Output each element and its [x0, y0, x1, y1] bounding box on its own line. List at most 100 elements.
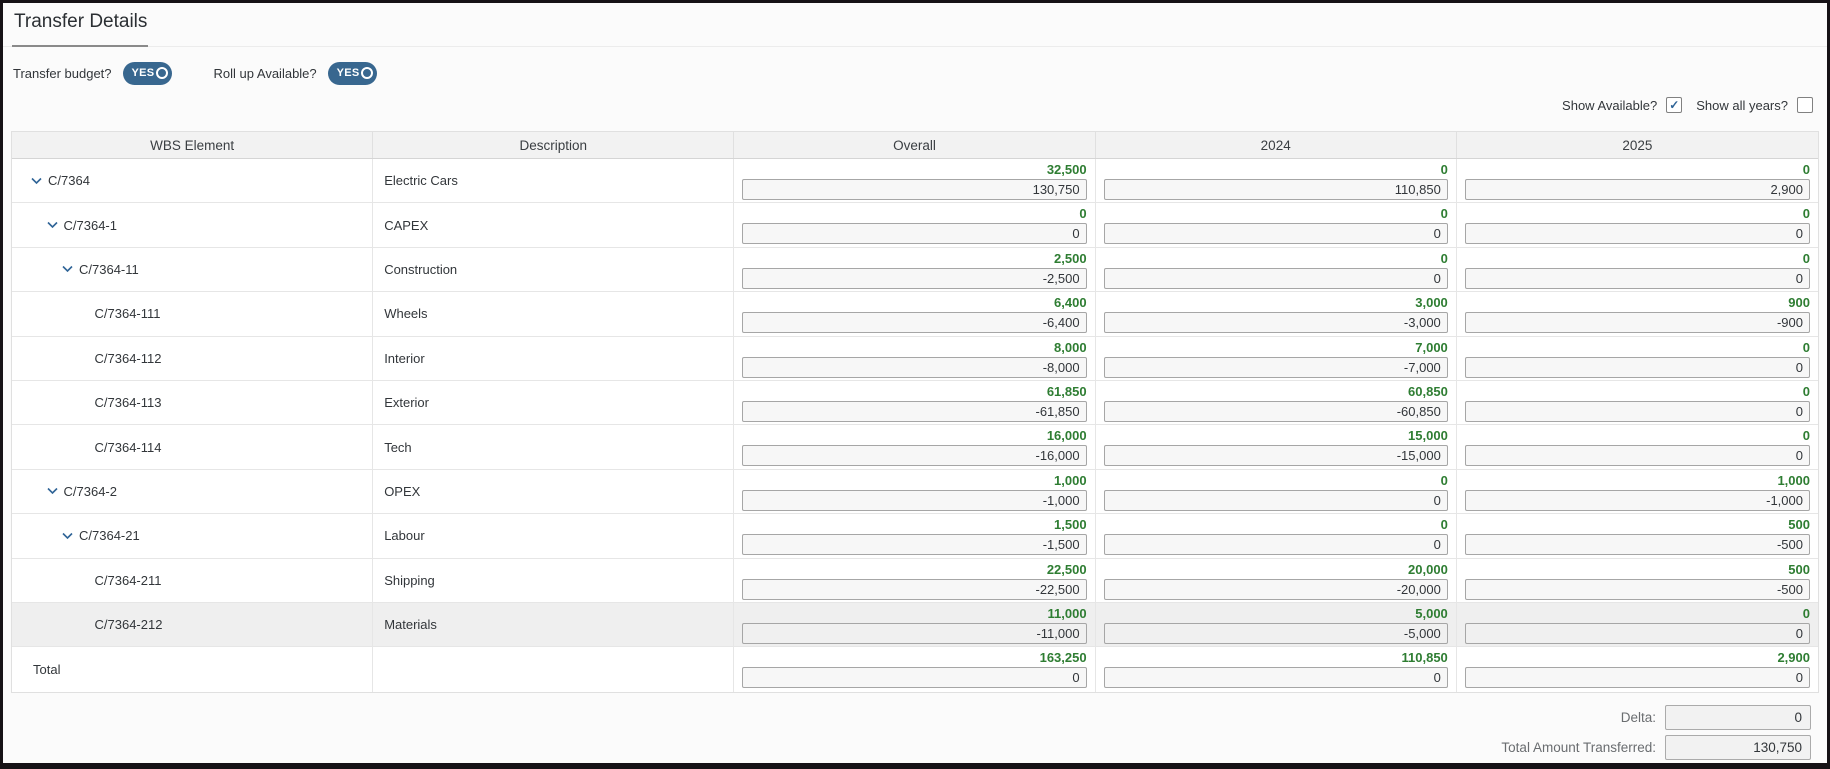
2024-cell: 0 — [1096, 514, 1457, 558]
wbs-element-label: C/7364-211 — [94, 572, 162, 588]
transfer-budget-switch[interactable]: YES — [122, 61, 172, 85]
overall-available-amount: 1,500 — [1054, 517, 1087, 533]
overall-amount-input[interactable] — [742, 578, 1087, 600]
2024-amount-input[interactable] — [1103, 578, 1448, 600]
chevron-down-icon[interactable] — [46, 487, 64, 495]
wbs-element-label: C/7364-11 — [79, 261, 139, 277]
2024-cell: 0 — [1096, 203, 1457, 247]
show-all-years-checkbox[interactable] — [1797, 97, 1813, 113]
2025-available-amount: 1,000 — [1777, 472, 1810, 488]
wbs-element-cell: C/7364-111 — [12, 292, 374, 336]
description-cell: Exterior — [373, 380, 735, 425]
table-row: C/7364-113 Exterior 61,850 60,850 0 — [12, 380, 1818, 426]
2025-amount-input[interactable] — [1464, 267, 1810, 289]
overall-cell: 61,850 — [734, 380, 1096, 425]
table-row: C/7364-21 Labour 1,500 0 500 — [12, 514, 1818, 559]
2024-amount-input[interactable] — [1103, 356, 1448, 378]
2024-amount-input[interactable] — [1103, 179, 1448, 200]
overall-cell: 11,000 — [734, 602, 1096, 647]
2024-amount-input[interactable] — [1103, 489, 1448, 511]
table-row: C/7364-2 OPEX 1,000 0 1,000 — [12, 469, 1818, 515]
2024-amount-input[interactable] — [1103, 445, 1448, 467]
2024-amount-input[interactable] — [1103, 312, 1448, 334]
overall-available-amount: 8,000 — [1054, 339, 1087, 355]
overall-amount-input[interactable] — [742, 534, 1087, 556]
table-row-total: Total 163,250 110,850 2,900 — [12, 647, 1818, 692]
2025-amount-input[interactable] — [1464, 667, 1810, 689]
chevron-down-icon[interactable] — [62, 265, 79, 273]
description-label: OPEX — [384, 483, 421, 499]
description-label: Wheels — [384, 306, 428, 322]
chevron-down-icon[interactable] — [31, 177, 48, 185]
description-cell: OPEX — [373, 469, 735, 514]
2024-amount-input[interactable] — [1103, 267, 1448, 289]
2024-cell: 20,000 — [1096, 558, 1457, 602]
2025-amount-input[interactable] — [1464, 312, 1810, 334]
2024-available-amount: 5,000 — [1415, 605, 1448, 621]
2024-available-amount: 110,850 — [1401, 650, 1448, 666]
wbs-element-cell: C/7364-1 — [12, 203, 374, 247]
switch-knob-icon — [360, 67, 373, 79]
overall-cell: 8,000 — [734, 336, 1096, 380]
chevron-down-icon[interactable] — [62, 532, 79, 540]
total-transferred-label: Total Amount Transferred: — [1501, 739, 1656, 755]
overall-cell: 2,500 — [734, 247, 1096, 292]
column-header-2025: 2025 — [1622, 137, 1653, 153]
overall-available-amount: 2,500 — [1054, 250, 1087, 266]
description-label: Construction — [384, 261, 458, 277]
overall-amount-input[interactable] — [742, 356, 1087, 378]
column-header-description: Description — [373, 132, 735, 158]
show-available-checkbox[interactable]: ✓ — [1666, 97, 1683, 113]
2024-amount-input[interactable] — [1103, 622, 1448, 644]
2025-amount-input[interactable] — [1464, 578, 1810, 600]
description-label: Shipping — [384, 572, 435, 588]
overall-amount-input[interactable] — [742, 312, 1087, 334]
overall-amount-input[interactable] — [742, 223, 1087, 245]
overall-amount-input[interactable] — [742, 179, 1087, 200]
2024-cell: 0 — [1096, 247, 1457, 292]
2024-available-amount: 7,000 — [1415, 339, 1448, 355]
table-row: C/7364-211 Shipping 22,500 20,000 500 — [12, 558, 1818, 603]
overall-amount-input[interactable] — [742, 667, 1087, 689]
transfer-budget-label: Transfer budget? — [13, 65, 112, 81]
2025-amount-input[interactable] — [1464, 489, 1810, 511]
overall-cell: 22,500 — [734, 558, 1096, 602]
chevron-down-icon[interactable] — [46, 221, 64, 229]
2024-amount-input[interactable] — [1103, 400, 1448, 422]
description-label: Exterior — [384, 395, 429, 411]
overall-amount-input[interactable] — [742, 267, 1087, 289]
2025-amount-input[interactable] — [1464, 400, 1810, 422]
2025-cell: 0 — [1457, 248, 1818, 291]
2024-amount-input[interactable] — [1103, 534, 1448, 556]
table-row: C/7364-114 Tech 16,000 15,000 0 — [12, 425, 1818, 470]
switch-knob-icon — [155, 67, 168, 79]
filter-row: Show Available? ✓ Show all years? — [3, 95, 1813, 115]
overall-amount-input[interactable] — [742, 400, 1087, 422]
2024-available-amount: 15,000 — [1408, 428, 1448, 444]
description-label: Interior — [384, 350, 425, 366]
page-title: Transfer Details — [14, 11, 148, 32]
2024-available-amount: 60,850 — [1408, 383, 1448, 399]
total-transferred-value-field: 130,750 — [1665, 734, 1811, 760]
2025-amount-input[interactable] — [1464, 445, 1810, 467]
description-cell: Construction — [373, 247, 735, 292]
description-label: Labour — [384, 528, 425, 544]
2025-amount-input[interactable] — [1464, 223, 1810, 245]
table-row: C/7364 Electric Cars 32,500 0 0 — [12, 159, 1818, 204]
overall-available-amount: 22,500 — [1046, 561, 1087, 577]
2025-cell: 0 — [1457, 203, 1818, 246]
description-cell: CAPEX — [373, 203, 735, 247]
rollup-available-switch[interactable]: YES — [327, 61, 377, 85]
2025-amount-input[interactable] — [1464, 179, 1810, 200]
overall-amount-input[interactable] — [742, 445, 1087, 467]
2025-amount-input[interactable] — [1464, 534, 1810, 556]
overall-cell: 163,250 — [734, 647, 1096, 692]
table-row: C/7364-111 Wheels 6,400 3,000 900 — [12, 292, 1818, 337]
2025-amount-input[interactable] — [1464, 622, 1810, 644]
2025-amount-input[interactable] — [1464, 356, 1810, 378]
overall-amount-input[interactable] — [742, 489, 1087, 511]
2024-amount-input[interactable] — [1103, 667, 1448, 689]
overall-cell: 1,000 — [734, 469, 1096, 514]
2024-amount-input[interactable] — [1103, 223, 1448, 245]
overall-amount-input[interactable] — [742, 622, 1087, 644]
